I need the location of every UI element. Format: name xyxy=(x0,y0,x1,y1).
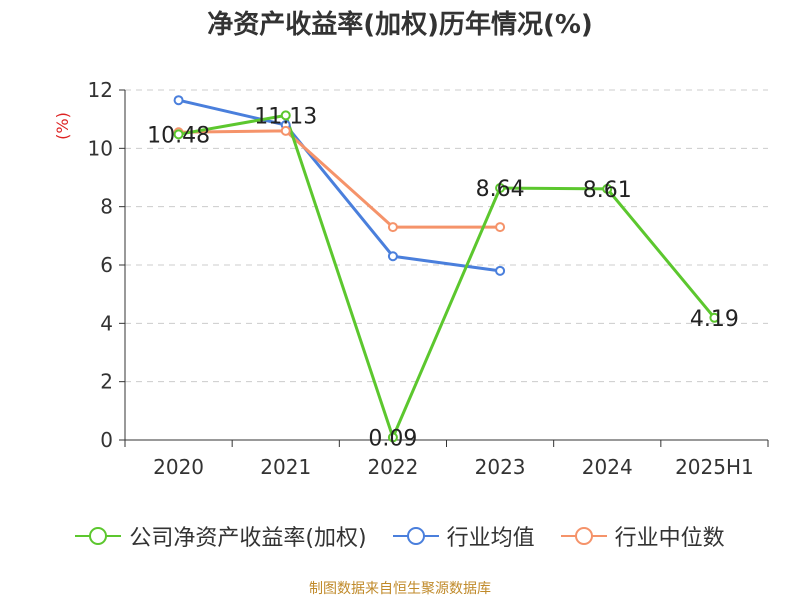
data-source-note: 制图数据来自恒生聚源数据库 xyxy=(309,581,491,597)
data-label-2024: 8.61 xyxy=(583,178,632,203)
x-tick-label-2021: 2021 xyxy=(260,455,311,479)
series-2-point-2022[interactable] xyxy=(387,222,398,233)
series-1-point-2022[interactable] xyxy=(387,251,398,262)
series-line-2 xyxy=(178,129,501,229)
series-1-point-2020[interactable] xyxy=(173,95,184,106)
legend-line-orange-icon xyxy=(560,527,607,545)
y-tick-label-4: 4 xyxy=(100,311,113,335)
series-0-point-2021[interactable] xyxy=(280,110,291,121)
y-tick-label-10: 10 xyxy=(88,136,113,160)
y-tick-label-8: 8 xyxy=(100,195,113,219)
x-tick-label-2020: 2020 xyxy=(153,455,204,479)
data-label-2023: 8.64 xyxy=(476,177,525,202)
x-tick-label-2025H1: 2025H1 xyxy=(675,455,754,479)
data-label-2021: 11.13 xyxy=(254,104,317,129)
series-2-point-2023[interactable] xyxy=(495,222,506,233)
y-tick-label-6: 6 xyxy=(100,253,113,277)
legend-label-industry-median: 行业中位数 xyxy=(614,526,725,551)
series-0-point-2025H1[interactable] xyxy=(709,312,720,323)
legend: 公司净资产收益率(加权) 行业均值 行业中位数 xyxy=(0,520,800,552)
series-0-point-2023[interactable] xyxy=(495,183,506,193)
x-tick-label-2022: 2022 xyxy=(367,455,418,479)
series-line-0 xyxy=(178,113,716,439)
y-axis-label: (%) xyxy=(53,112,72,140)
legend-item-industry-mean[interactable]: 行业均值 xyxy=(392,520,535,552)
chart-title: 净资产收益率(加权)历年情况(%) xyxy=(207,10,593,40)
data-label-2020: 10.48 xyxy=(147,123,210,148)
legend-label-company-roe: 公司净资产收益率(加权) xyxy=(129,526,367,551)
series-0-point-2024[interactable] xyxy=(602,183,613,194)
y-tick-label-0: 0 xyxy=(100,428,113,452)
series-line-1 xyxy=(178,98,501,273)
legend-line-blue-icon xyxy=(392,527,439,545)
legend-line-green-icon xyxy=(75,527,122,545)
legend-label-industry-mean: 行业均值 xyxy=(446,526,535,551)
x-tick-label-2023: 2023 xyxy=(475,455,526,479)
series-1-point-2023[interactable] xyxy=(495,265,506,276)
y-tick-label-2: 2 xyxy=(100,370,113,394)
series-0-point-2022[interactable] xyxy=(387,432,398,443)
legend-item-company-roe[interactable]: 公司净资产收益率(加权) xyxy=(75,520,367,552)
series-2-point-2021[interactable] xyxy=(280,125,291,136)
data-label-2022: 0.09 xyxy=(368,426,417,451)
data-label-2025H1: 4.19 xyxy=(690,307,739,332)
legend-item-industry-median[interactable]: 行业中位数 xyxy=(560,520,725,552)
series-0-point-2020[interactable] xyxy=(173,129,184,140)
x-tick-label-2024: 2024 xyxy=(582,455,633,479)
y-tick-label-12: 12 xyxy=(88,78,113,102)
